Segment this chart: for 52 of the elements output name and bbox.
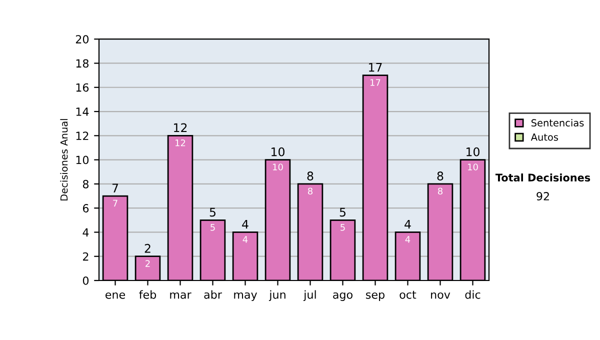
legend-label: Sentencias [531,118,584,127]
x-tick-label: sep [366,292,384,301]
legend-label: Autos [530,134,558,141]
data-label: 7 [113,200,118,206]
total-label: 2 [144,244,150,253]
data-label: 2 [146,260,150,267]
total-label: 5 [340,208,346,217]
data-label: 12 [176,139,186,146]
y-tick-label: 14 [76,108,89,116]
data-label: 8 [308,188,313,195]
x-tick-label: mar [170,292,192,299]
data-label: 8 [438,188,443,195]
total-label: 8 [307,172,314,180]
y-tick-label: 8 [82,180,89,188]
x-tick-label: dic [465,290,480,299]
y-tick-label: 12 [76,132,88,140]
data-label: 4 [405,236,410,243]
total-label: 8 [437,172,444,180]
x-tick-label: nov [431,292,450,299]
text: 92 [536,192,549,200]
total-label: 12 [174,123,187,132]
y-axis-title: Decisiones Anual [60,119,68,200]
data-label: 10 [468,164,478,170]
y-tick-label: 20 [76,35,89,44]
total-label: 10 [466,147,480,156]
total-label: 4 [242,220,248,229]
x-tick-label: ago [333,292,352,301]
total-label: 10 [272,147,284,156]
x-tick-label: feb [139,290,156,299]
data-label: 17 [370,79,380,86]
y-tick-label: 16 [76,83,89,92]
y-tick-label: 18 [76,59,89,68]
x-tick-label: jul [303,290,316,301]
data-label: 5 [340,224,345,231]
total-label: 7 [112,184,118,192]
y-tick-label: 2 [83,252,88,261]
data-label: 4 [242,236,248,243]
x-tick-label: abr [204,290,222,299]
y-tick-label: 0 [82,276,89,285]
text: Total Decisiones [495,173,590,182]
y-tick-label: 4 [82,228,89,236]
y-tick-label: 10 [76,156,89,164]
y-tick-label: 6 [82,204,89,212]
total-label: 4 [404,220,411,229]
x-tick-label: oct [400,290,416,299]
data-label: 10 [273,164,283,170]
total-label: 17 [369,63,382,72]
x-tick-label: may [234,292,258,301]
x-tick-label: ene [106,292,126,299]
data-label: 5 [210,224,215,231]
x-tick-label: jun [268,290,286,301]
total-label: 5 [210,208,216,217]
